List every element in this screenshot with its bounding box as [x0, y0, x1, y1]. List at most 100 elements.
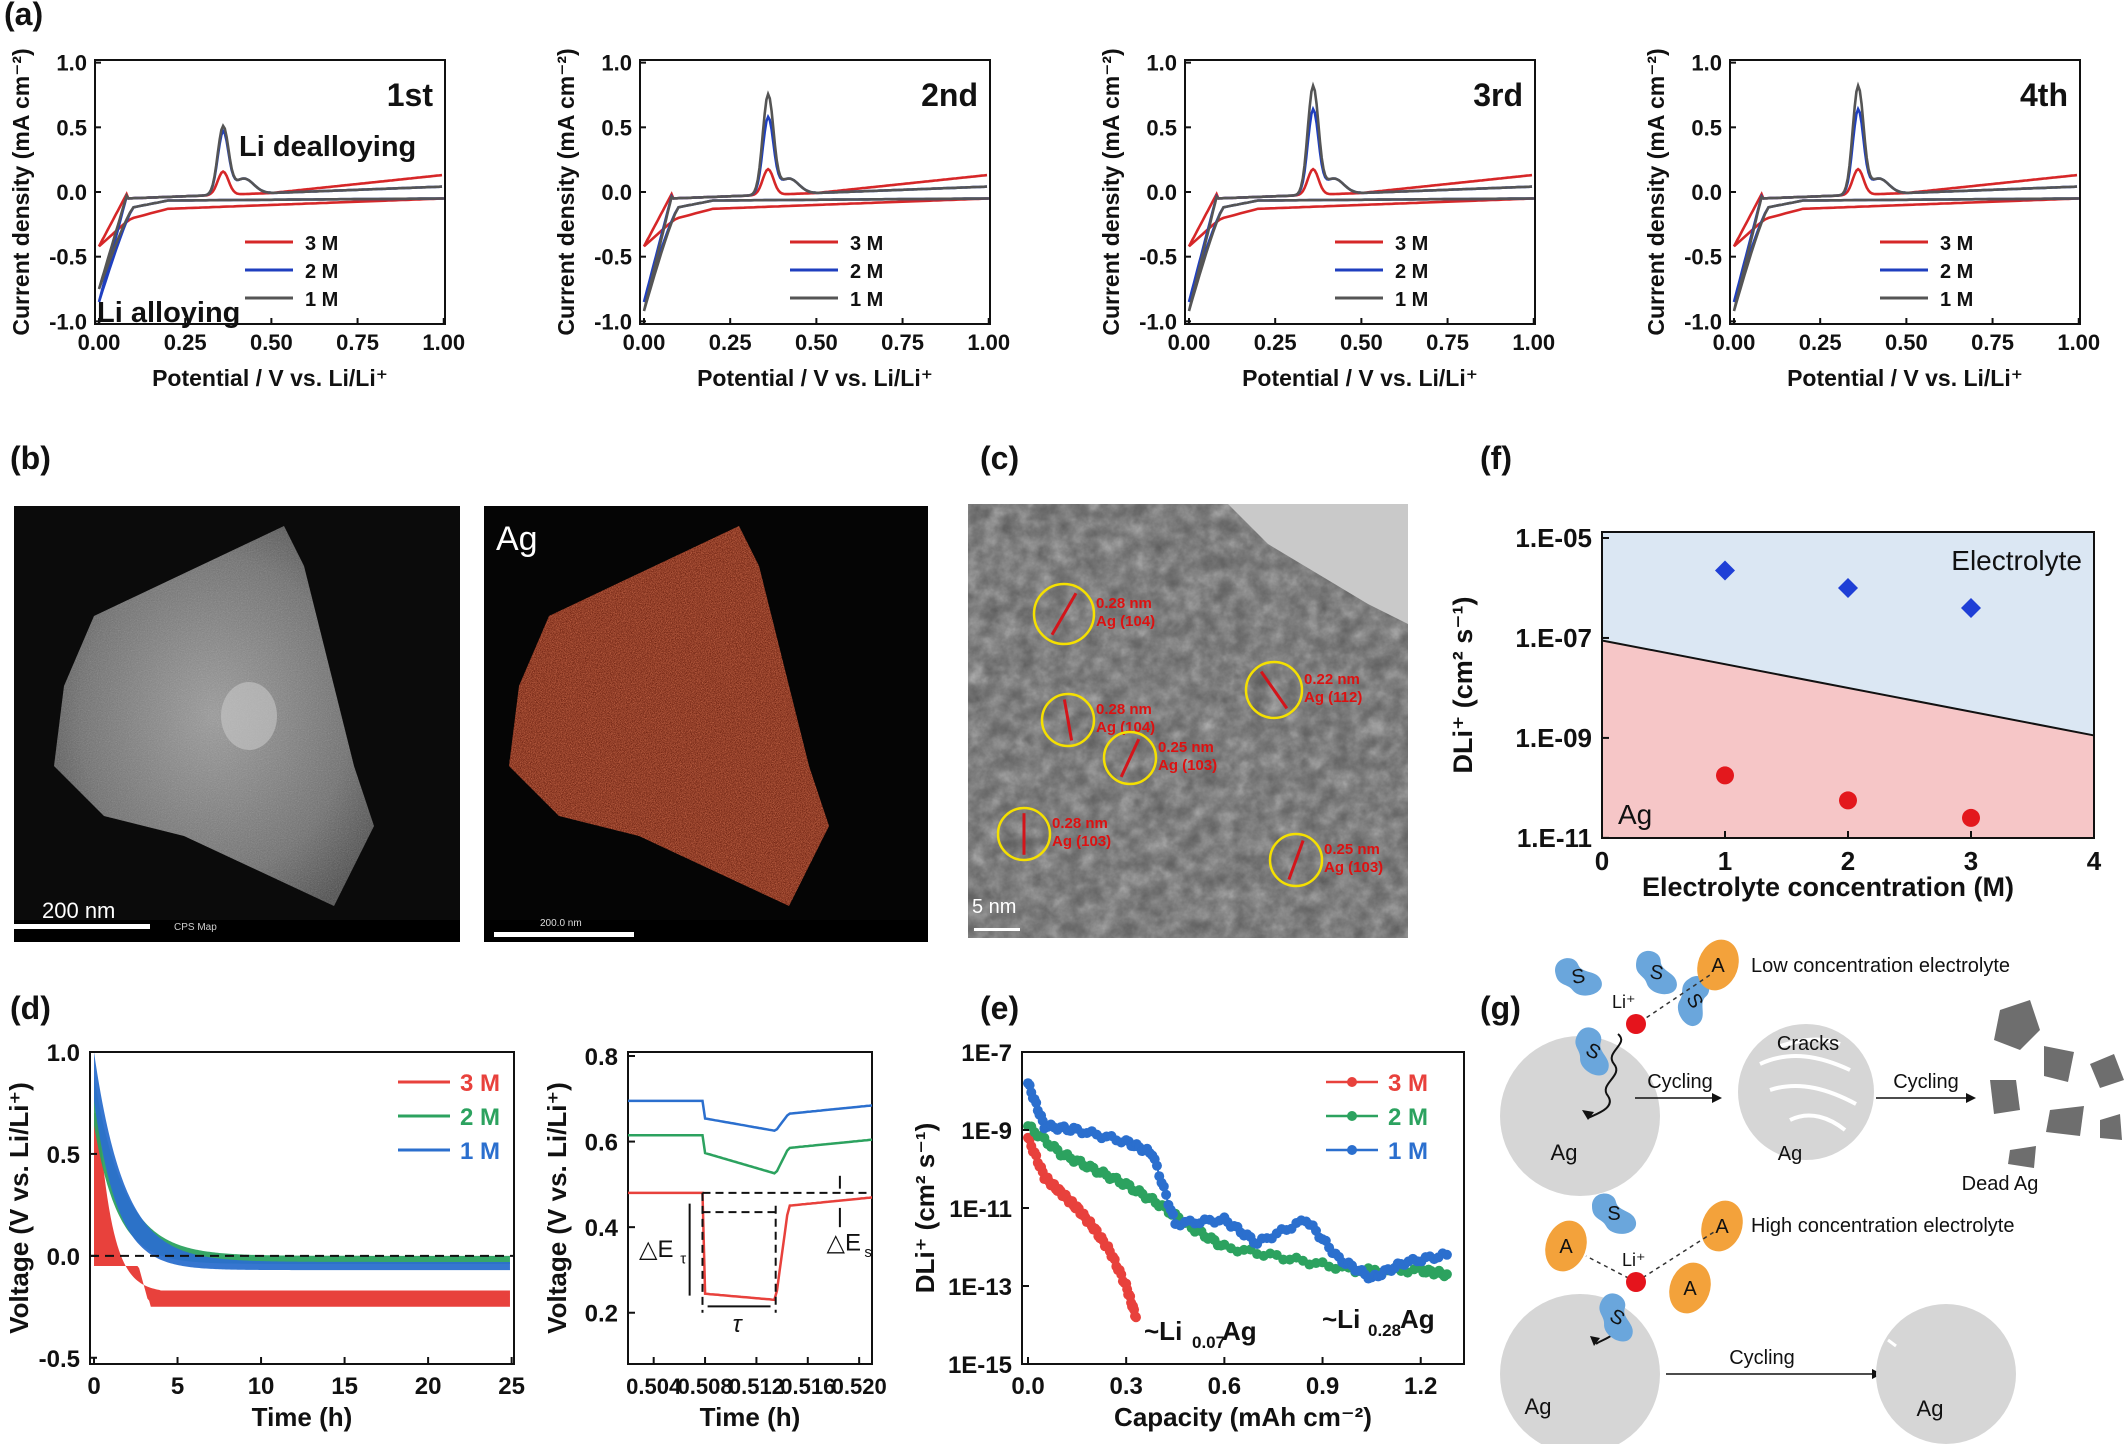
fringe-spacing-label: 0.28 nm: [1096, 595, 1152, 612]
anion-label: A: [1711, 955, 1725, 977]
cv-legend-label: 1 M: [1395, 289, 1428, 311]
li-label-1: Li⁺: [1612, 992, 1636, 1012]
cv-cycle-label: 2nd: [921, 77, 978, 113]
fringe-circle: [1268, 832, 1324, 888]
diffusion-y-tick-label: 1.E-05: [1515, 523, 1592, 553]
li-label-2: Li⁺: [1622, 1250, 1646, 1270]
cv-x-tick-label: 1.00: [967, 330, 1010, 355]
dli-y-tick-label: 1E-7: [961, 1040, 1012, 1067]
hrtem-image: 0.28 nm Ag (104) 0.28 nm Ag (104) 0.22 nm Ag …: [968, 504, 1408, 938]
ag-particle-high: [1500, 1294, 1660, 1444]
anion-label: A: [1559, 1236, 1573, 1258]
diffusion-x-tick-label: 1: [1718, 846, 1732, 876]
anion-4: [1701, 1200, 1743, 1252]
ag-label-4: Ag: [1917, 1396, 1944, 1421]
gitt-x-tick-label: 0.504: [626, 1374, 682, 1399]
dli-point-1M: [1158, 1181, 1169, 1192]
cv-y-tick-label: 0.0: [601, 180, 632, 205]
cracks-label: Cracks: [1777, 1033, 1839, 1055]
fringe-spacing-label: 0.28 nm: [1096, 701, 1152, 718]
cv-x-tick-label: 1.00: [2057, 330, 2100, 355]
dead-ag-fragment: [2044, 1046, 2074, 1082]
cv-x-axis-label: Potential / V vs. Li/Li⁺: [697, 365, 933, 391]
fringe-marker: [1119, 738, 1141, 778]
diffusion-x-axis-label: Electrolyte concentration (M): [1642, 872, 2014, 902]
dli-point-2M: [1441, 1269, 1452, 1280]
diffusion-x-tick-label: 2: [1841, 846, 1855, 876]
cv-y-axis-label: Current density (mA cm⁻²): [1643, 48, 1669, 335]
cv-y-tick-label: 0.5: [1691, 115, 1722, 140]
voltage-y-axis-label: Voltage (V vs. Li/Li⁺): [4, 1082, 34, 1334]
voltage-legend-label: 3 M: [460, 1070, 500, 1097]
fringe-spacing-label: 0.25 nm: [1324, 841, 1380, 858]
dli-y-tick-label: 1E-13: [948, 1274, 1012, 1301]
gitt-curve-2M: [628, 1133, 873, 1175]
cycling-arrowhead-2: [1966, 1093, 1976, 1103]
boundary-line: [1601, 639, 2095, 737]
anion-3: [1669, 1262, 1711, 1314]
dead-ag-label: Dead Ag: [1962, 1173, 2039, 1195]
cycling-label-1: Cycling: [1647, 1071, 1713, 1093]
cv-legend-label: 2 M: [1940, 261, 1973, 283]
voltage-x-axis-label: Time (h): [252, 1402, 353, 1432]
diffusion-y-axis-label: DLi⁺ (cm² s⁻¹): [1448, 596, 1478, 773]
dli-legend-marker: [1347, 1111, 1357, 1121]
cv-cycle-label: 3rd: [1473, 77, 1523, 113]
solvent-3: S: [1575, 1027, 1609, 1076]
dli-x-tick-label: 0.3: [1109, 1373, 1142, 1400]
cv-legend-label: 3 M: [305, 233, 338, 255]
fringe-spacing-label: 0.25 nm: [1158, 739, 1214, 756]
fringe-spacing-label: 0.22 nm: [1304, 671, 1360, 688]
cv-x-tick-label: 0.75: [1971, 330, 2014, 355]
solvent-shape: [1636, 950, 1677, 995]
dli-annotation-li07-sub: 0.07: [1192, 1333, 1225, 1352]
li-path-arrow-1: [1582, 1110, 1594, 1120]
solvent-shape: [1575, 1027, 1609, 1076]
gitt-y-tick-label: 0.6: [585, 1130, 618, 1157]
diffusion-y-tick-label: 1.E-07: [1515, 623, 1592, 653]
fringe-plane-label: Ag (103): [1158, 757, 1217, 774]
diffusion-y-tick-label: 1.E-11: [1517, 823, 1592, 853]
cv-cycle-label: 1st: [387, 77, 434, 113]
cv-x-tick-label: 0.25: [709, 330, 752, 355]
ag-point: [1839, 791, 1857, 810]
dli-x-tick-label: 0.6: [1208, 1373, 1241, 1400]
eds-scale-bar: [494, 932, 634, 937]
dli-x-tick-label: 0.0: [1011, 1373, 1044, 1400]
panel-label-b: (b): [10, 440, 51, 476]
cv-x-tick-label: 0.00: [1713, 330, 1756, 355]
cv-x-axis-label: Potential / V vs. Li/Li⁺: [1242, 365, 1478, 391]
gitt-x-tick-label: 0.520: [832, 1374, 887, 1399]
cv-y-tick-label: 0.0: [1691, 180, 1722, 205]
diffusion-x-tick-label: 3: [1964, 846, 1978, 876]
cv-x-tick-label: 0.75: [881, 330, 924, 355]
panel-label-d: (d): [10, 990, 51, 1026]
dli-x-tick-label: 0.9: [1306, 1373, 1339, 1400]
eds-ag-label: Ag: [496, 520, 538, 558]
solvent-5: S: [1592, 1193, 1637, 1234]
ag-label-3: Ag: [1525, 1394, 1552, 1419]
cv-curve-1M: [97, 123, 444, 290]
panel-label-f: (f): [1480, 440, 1512, 476]
cycling-label-2: Cycling: [1893, 1071, 1959, 1093]
cv-x-tick-label: 0.25: [164, 330, 207, 355]
cv-y-tick-label: 0.0: [56, 180, 87, 205]
dli-annotation-li07-ag: Ag: [1222, 1316, 1257, 1346]
cv-curve-1M: [1732, 81, 2079, 312]
cv-x-axis-label: Potential / V vs. Li/Li⁺: [152, 365, 388, 391]
dli-legend-marker: [1347, 1077, 1357, 1087]
dli-point-1M: [1441, 1249, 1452, 1260]
region-electrolyte-label: Electrolyte: [1951, 545, 2082, 576]
fringe-circle: [1040, 692, 1096, 748]
cv-cycle-label: 4th: [2020, 77, 2068, 113]
solvent-shape: [1592, 1193, 1637, 1234]
panel-label-a: (a): [4, 0, 44, 32]
diffusion-y-tick-label: 1.E-09: [1515, 723, 1592, 753]
stem-scale-text: 200 nm: [42, 898, 116, 923]
cv-y-tick-label: -1.0: [49, 309, 87, 334]
solvent-label: S: [1570, 965, 1587, 989]
solvent-label: S: [1648, 961, 1665, 985]
cv-y-tick-label: 1.0: [601, 51, 632, 76]
cv-curve-3M: [1187, 167, 1534, 248]
li-ion-1: [1626, 1014, 1646, 1034]
